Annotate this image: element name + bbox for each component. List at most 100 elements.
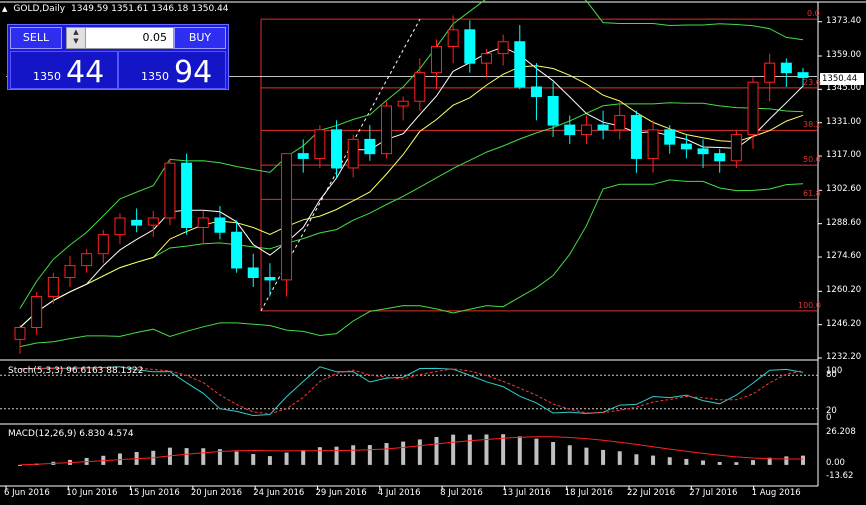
- macd-bar: [634, 454, 639, 465]
- lot-stepper-arrows-icon[interactable]: ▲ ▼: [67, 28, 86, 48]
- candle-body: [714, 153, 726, 162]
- macd-bar: [234, 451, 239, 465]
- candle-body: [647, 129, 659, 159]
- time-tick-label: 29 Jun 2016: [315, 488, 367, 498]
- candle-body: [31, 296, 43, 329]
- lot-size-stepper[interactable]: ▲ ▼ 0.05: [66, 27, 174, 49]
- candle-body: [114, 217, 126, 236]
- macd-bar: [317, 447, 322, 465]
- candle-body: [331, 129, 343, 169]
- macd-bar: [567, 445, 572, 465]
- macd-bar: [484, 434, 489, 465]
- buy-button[interactable]: BUY: [174, 27, 226, 49]
- candle-body: [397, 100, 409, 107]
- macd-label: MACD(12,26,9) 6.830 4.574: [8, 429, 134, 439]
- sell-price-box[interactable]: 1350 44: [10, 51, 118, 90]
- fib-level-label: 0.0: [807, 9, 820, 19]
- macd-bar: [434, 436, 439, 465]
- macd-bar: [501, 434, 506, 465]
- macd-bar: [751, 460, 756, 465]
- macd-signal-line: [19, 436, 803, 466]
- symbol-label: GOLD,Daily: [13, 4, 66, 14]
- candle-body: [164, 162, 176, 219]
- candle-body: [530, 86, 542, 98]
- sell-price-prefix: 1350: [33, 70, 61, 83]
- macd-bar: [384, 443, 389, 465]
- time-tick-label: 22 Jul 2016: [627, 488, 676, 498]
- sell-button[interactable]: SELL: [10, 27, 62, 49]
- price-tick-label: 1302.60: [826, 184, 862, 195]
- candle-body: [231, 231, 243, 269]
- sell-price-main: 44: [66, 55, 105, 90]
- candle-body: [430, 45, 442, 74]
- ohlc-readout: 1349.59 1351.61 1346.18 1350.44: [71, 4, 229, 14]
- macd-bar: [367, 445, 372, 465]
- candle-body: [614, 115, 626, 131]
- macd-bar: [784, 456, 789, 465]
- macd-bar: [401, 441, 406, 465]
- macd-bar: [18, 464, 22, 466]
- time-tick-label: 18 Jul 2016: [564, 488, 613, 498]
- macd-bar: [684, 458, 689, 465]
- bollinger-upper: [19, 0, 804, 309]
- lot-size-value[interactable]: 0.05: [142, 31, 168, 44]
- price-tick-label: 1359.00: [826, 50, 862, 60]
- candle-body: [547, 96, 559, 126]
- time-tick-label: 6 Jun 2016: [4, 488, 50, 498]
- candle-body: [597, 124, 609, 131]
- price-tick-label: 1345.00: [826, 83, 862, 94]
- candle-body: [564, 124, 576, 136]
- candle-body: [181, 162, 193, 228]
- candle-body: [764, 62, 776, 83]
- candle-body: [14, 327, 26, 340]
- macd-bar: [667, 457, 672, 465]
- macd-bar: [584, 447, 589, 465]
- candle-body: [664, 129, 676, 145]
- macd-bar: [201, 448, 206, 465]
- candle-body: [730, 134, 742, 162]
- macd-axis-zero: 0.00: [826, 458, 845, 468]
- macd-bar: [217, 449, 222, 465]
- time-tick-label: 15 Jun 2016: [128, 488, 180, 498]
- candle-body: [414, 72, 426, 102]
- macd-bar: [601, 449, 606, 465]
- price-tick-label: 1246.20: [826, 318, 862, 329]
- stoch-axis-min: 0: [826, 413, 832, 423]
- macd-bar: [334, 446, 339, 465]
- macd-bar: [284, 452, 289, 465]
- price-tick-label: 1260.20: [826, 285, 862, 296]
- macd-bar: [417, 439, 422, 465]
- candle-body: [480, 53, 492, 64]
- stoch-label: Stoch(5,3,3) 96.6163 88.1322: [8, 366, 144, 376]
- candle-body: [464, 29, 476, 64]
- current-price-tag: 1350.44: [820, 73, 864, 85]
- collapse-triangle-icon[interactable]: ▲: [2, 5, 8, 13]
- fib-level-label: 38.2: [803, 120, 821, 130]
- candle-body: [630, 115, 642, 159]
- price-tick-label: 1373.40: [826, 15, 862, 26]
- macd-bar: [801, 455, 805, 465]
- one-click-trading-panel: SELL ▲ ▼ 0.05 BUY 1350 44 1350 94: [7, 24, 229, 90]
- candle-body: [497, 41, 509, 55]
- candle-body: [780, 62, 792, 74]
- candle-body: [314, 129, 326, 159]
- chart-title: ▲ GOLD,Daily 1349.59 1351.61 1346.18 135…: [2, 4, 228, 14]
- time-tick-label: 20 Jun 2016: [190, 488, 243, 498]
- candle-body: [680, 143, 692, 150]
- time-tick-label: 24 Jun 2016: [253, 488, 305, 498]
- macd-bar: [301, 450, 306, 465]
- candle-body: [147, 217, 159, 226]
- stoch-signal-line: [19, 366, 804, 415]
- price-tick-label: 1274.60: [826, 251, 862, 262]
- fib-level-label: 100.0: [798, 300, 821, 310]
- candle-body: [447, 29, 459, 47]
- time-tick-label: 27 Jul 2016: [689, 488, 738, 498]
- macd-bar: [617, 451, 622, 465]
- candle-body: [281, 153, 293, 281]
- candle-body: [47, 277, 59, 298]
- buy-price-box[interactable]: 1350 94: [118, 51, 226, 90]
- bollinger-middle: [19, 102, 804, 328]
- candle-body: [247, 267, 259, 279]
